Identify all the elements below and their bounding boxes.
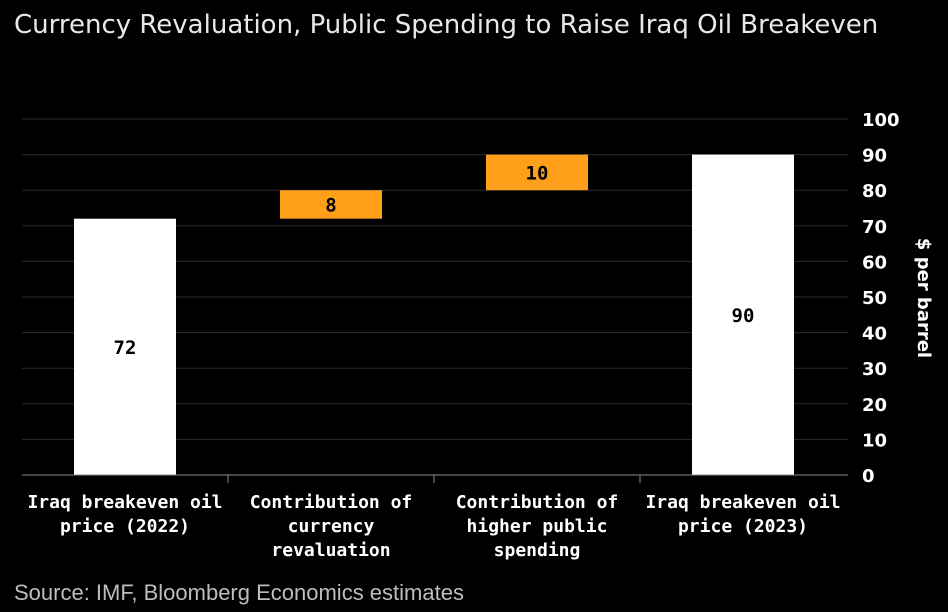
y-tick-label: 20 — [862, 395, 887, 416]
y-axis-ticks: 0 10 20 30 40 50 60 70 80 90 100 — [862, 110, 900, 487]
bar-2 — [280, 190, 382, 219]
y-tick-label: 50 — [862, 288, 887, 309]
x-category-label: revaluation — [271, 540, 390, 561]
x-category-label: currency — [288, 516, 375, 537]
data-label: 10 — [526, 162, 549, 184]
y-tick-label: 90 — [862, 146, 887, 167]
bar-3 — [486, 154, 588, 191]
x-category-label: Iraq breakeven oil — [645, 492, 840, 513]
data-label: 72 — [114, 337, 137, 359]
y-tick-label: 10 — [862, 430, 887, 451]
y-tick-label: 0 — [862, 466, 875, 487]
y-axis-title: $ per barrel — [913, 238, 934, 358]
x-category-label: price (2022) — [60, 516, 190, 537]
x-category-label: spending — [494, 540, 581, 561]
x-category-label: higher public — [467, 516, 608, 537]
y-tick-label: 70 — [862, 217, 887, 238]
x-category-label: Contribution of — [456, 492, 619, 513]
bar-4 — [692, 154, 794, 475]
x-axis-labels: Iraq breakeven oil price (2022) Contributi… — [27, 492, 840, 561]
x-category-label: Contribution of — [250, 492, 413, 513]
source-note: Source: IMF, Bloomberg Economics estimat… — [14, 580, 464, 605]
x-category-label: Iraq breakeven oil — [27, 492, 222, 513]
bars: 72 8 10 90 — [74, 154, 794, 475]
data-label: 90 — [732, 305, 755, 327]
y-tick-label: 60 — [862, 252, 887, 273]
data-label: 8 — [325, 194, 336, 216]
y-tick-label: 40 — [862, 324, 887, 345]
y-tick-label: 80 — [862, 181, 887, 202]
y-tick-label: 30 — [862, 359, 887, 380]
chart-title: Currency Revaluation, Public Spending to… — [14, 10, 879, 40]
y-tick-label: 100 — [862, 110, 900, 131]
x-category-label: price (2023) — [678, 516, 808, 537]
bar-1 — [74, 218, 176, 475]
